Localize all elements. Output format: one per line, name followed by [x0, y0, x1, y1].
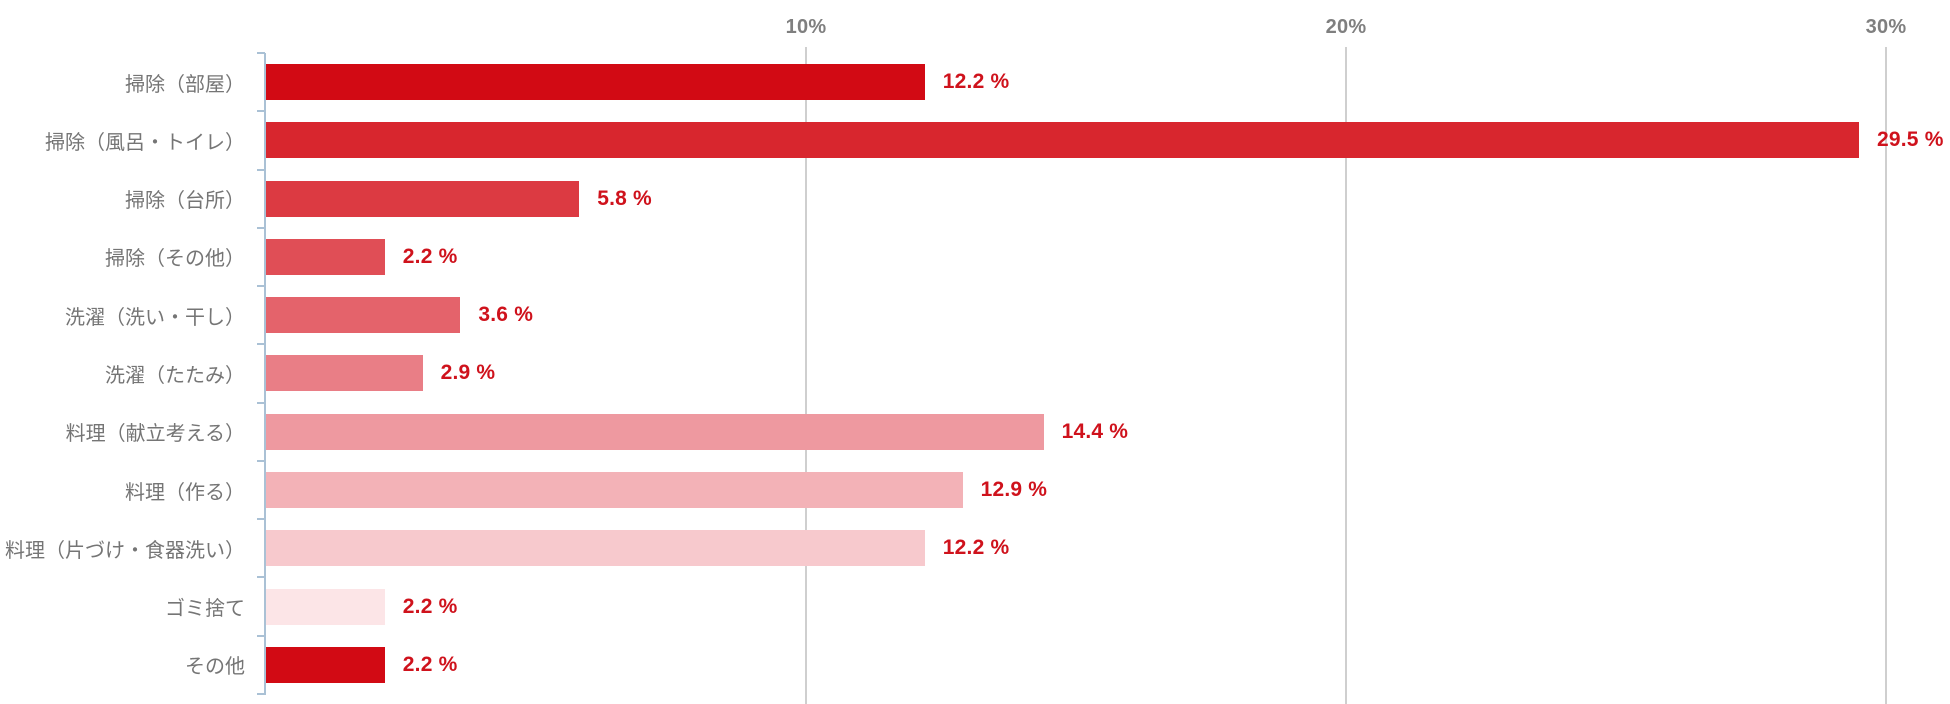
category-label: 料理（片づけ・食器洗い）: [5, 539, 245, 562]
value-label: 2.2 %: [402, 594, 458, 618]
bar: [266, 530, 925, 567]
axis-tick: [257, 401, 265, 404]
bar: [266, 64, 925, 101]
value-label: 29.5 %: [1877, 128, 1944, 152]
axis-tick: [257, 52, 265, 54]
bar: [266, 588, 385, 625]
axis-tick: [257, 634, 265, 637]
axis-tick: [257, 576, 265, 579]
axis-tick: [257, 343, 265, 346]
category-label: 掃除（部屋）: [125, 73, 245, 96]
bar: [266, 646, 385, 683]
value-label: 2.9 %: [440, 361, 496, 385]
chart-row: 掃除（台所） 5.8 %: [0, 170, 1950, 228]
category-label: 掃除（その他）: [105, 248, 245, 271]
bar: [266, 180, 580, 217]
bar: [266, 297, 461, 334]
value-label: 2.2 %: [402, 652, 458, 676]
category-label: 洗濯（たたみ）: [105, 364, 245, 387]
y-axis-line: [264, 53, 266, 695]
bar: [266, 472, 963, 508]
category-label: 料理（作る）: [125, 481, 245, 504]
category-label: 料理（献立考える）: [65, 423, 245, 446]
category-label: 洗濯（洗い・干し）: [65, 306, 245, 329]
bar: [266, 413, 1044, 450]
axis-tick: [257, 226, 265, 229]
category-label: その他: [185, 656, 245, 679]
value-label: 12.9 %: [980, 478, 1048, 501]
x-tick-label-20: 20%: [1325, 16, 1367, 38]
chart-row: 料理（献立考える） 14.4 %: [0, 403, 1950, 461]
chart-row: 洗濯（洗い・干し） 3.6 %: [0, 286, 1950, 344]
value-label: 3.6 %: [478, 303, 534, 327]
chart-row: その他 2.2 %: [0, 636, 1950, 694]
axis-tick: [257, 692, 265, 695]
axis-tick: [257, 168, 265, 171]
value-label: 2.2 %: [402, 244, 458, 268]
axis-tick: [257, 518, 265, 521]
axis-tick: [257, 459, 265, 462]
chart-row: 料理（片づけ・食器洗い） 12.2 %: [0, 519, 1950, 577]
chart-row: 掃除（風呂・トイレ） 29.5 %: [0, 111, 1950, 169]
gridline: [1345, 47, 1347, 704]
chart-row: 掃除（部屋） 12.2 %: [0, 53, 1950, 111]
value-label: 12.2 %: [942, 70, 1010, 94]
category-label: 掃除（風呂・トイレ）: [45, 131, 245, 154]
category-label: 掃除（台所）: [125, 190, 245, 213]
bar: [266, 238, 385, 275]
axis-tick: [257, 110, 265, 113]
chart-row: 掃除（その他） 2.2 %: [0, 228, 1950, 286]
x-tick-label-10: 10%: [785, 16, 827, 38]
value-label: 12.2 %: [942, 536, 1010, 560]
gridline: [1885, 47, 1887, 704]
category-label: ゴミ捨て: [165, 598, 245, 621]
chart-row: ゴミ捨て 2.2 %: [0, 577, 1950, 635]
x-tick-label-30: 30%: [1865, 16, 1907, 38]
value-label: 14.4 %: [1061, 419, 1129, 443]
gridline: [805, 47, 807, 704]
value-label: 5.8 %: [597, 186, 652, 210]
chart-row: 料理（作る） 12.9 %: [0, 461, 1950, 519]
axis-tick: [257, 285, 265, 288]
bar: [266, 122, 1859, 159]
chart-row: 洗濯（たたみ） 2.9 %: [0, 344, 1950, 402]
bar: [266, 355, 423, 392]
